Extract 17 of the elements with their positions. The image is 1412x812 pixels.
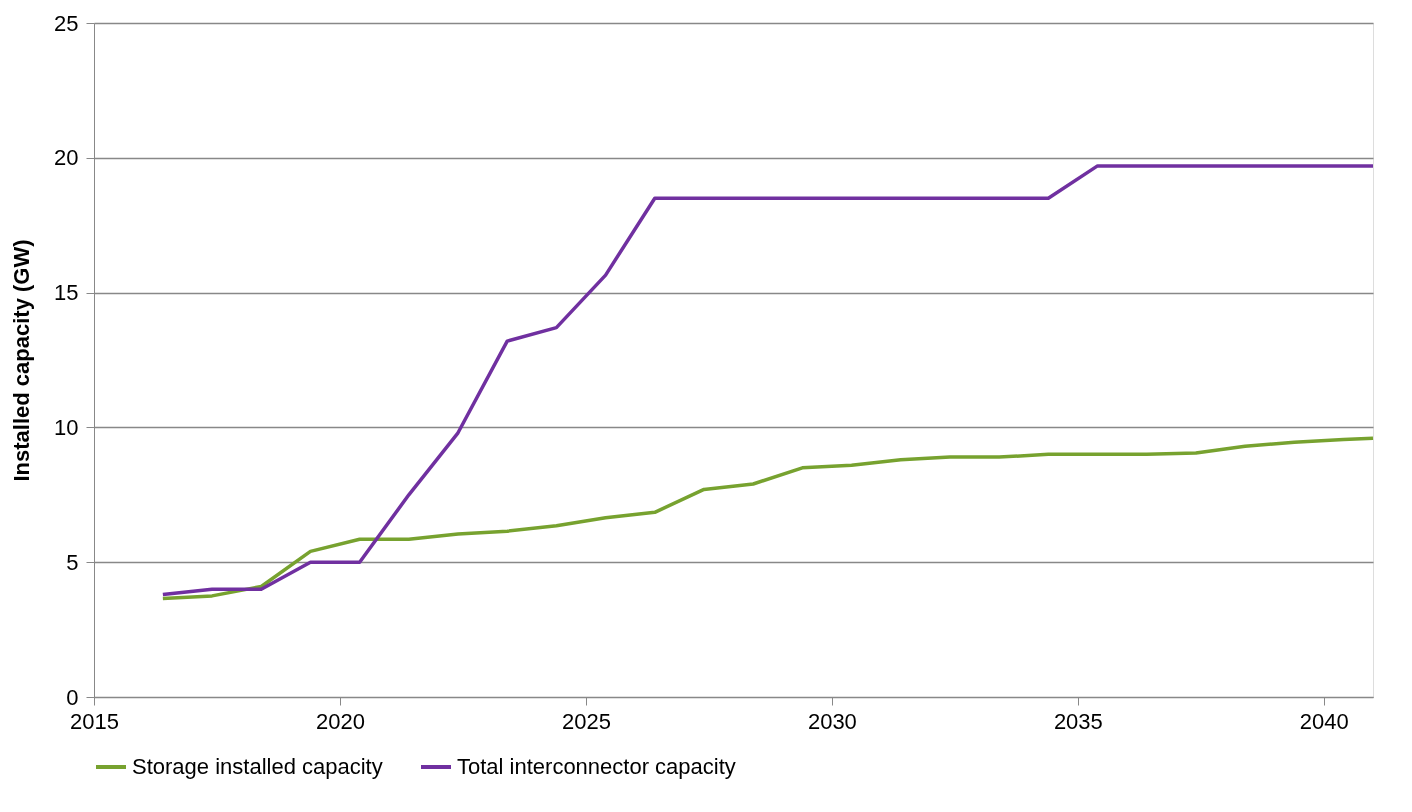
y-tick-label: 10 bbox=[54, 414, 79, 440]
y-tick-label: 5 bbox=[66, 549, 79, 575]
y-tick-label: 25 bbox=[54, 10, 79, 36]
x-tick-label: 2015 bbox=[70, 708, 119, 734]
y-tick-label: 0 bbox=[66, 684, 79, 710]
x-tick-label: 2035 bbox=[1053, 708, 1103, 734]
y-axis-title: Installed capacity (GW) bbox=[9, 239, 35, 482]
legend-label: Storage installed capacity bbox=[132, 754, 383, 779]
legend-label: Total interconnector capacity bbox=[457, 754, 736, 779]
x-tick-label: 2030 bbox=[807, 708, 857, 734]
y-tick-label: 20 bbox=[54, 145, 79, 171]
y-tick-label: 15 bbox=[54, 280, 79, 306]
x-tick-label: 2040 bbox=[1299, 708, 1349, 734]
line-series bbox=[161, 164, 1375, 597]
x-tick-label: 2020 bbox=[315, 708, 365, 734]
line-series bbox=[161, 436, 1375, 601]
x-tick-label: 2025 bbox=[561, 708, 611, 734]
